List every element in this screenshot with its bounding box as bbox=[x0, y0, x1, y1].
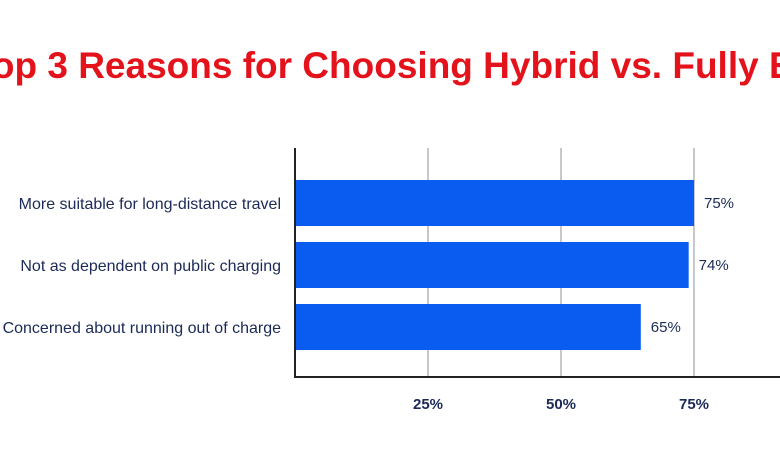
category-label-1: More suitable for long-distance travel bbox=[19, 196, 281, 213]
chart-title: Top 3 Reasons for Choosing Hybrid vs. Fu… bbox=[0, 44, 780, 88]
x-tick-label-75: 75% bbox=[679, 396, 709, 413]
bar-3 bbox=[295, 304, 641, 350]
labels: 25% 50% 75% 75% More suitable for long-dista… bbox=[3, 195, 734, 413]
chart-title-text: Top 3 Reasons for Choosing Hybrid vs. Fu… bbox=[0, 45, 780, 86]
bar-2 bbox=[295, 242, 689, 288]
value-label-2: 74% bbox=[699, 257, 729, 274]
bars bbox=[295, 180, 694, 350]
x-tick-label-25: 25% bbox=[413, 396, 443, 413]
category-label-2: Not as dependent on public charging bbox=[20, 258, 281, 275]
value-label-3: 65% bbox=[651, 319, 681, 336]
category-label-3: Concerned about running out of charge bbox=[3, 320, 282, 337]
axes bbox=[294, 148, 780, 378]
bar-1 bbox=[295, 180, 694, 226]
x-tick-label-50: 50% bbox=[546, 396, 576, 413]
value-label-1: 75% bbox=[704, 195, 734, 212]
